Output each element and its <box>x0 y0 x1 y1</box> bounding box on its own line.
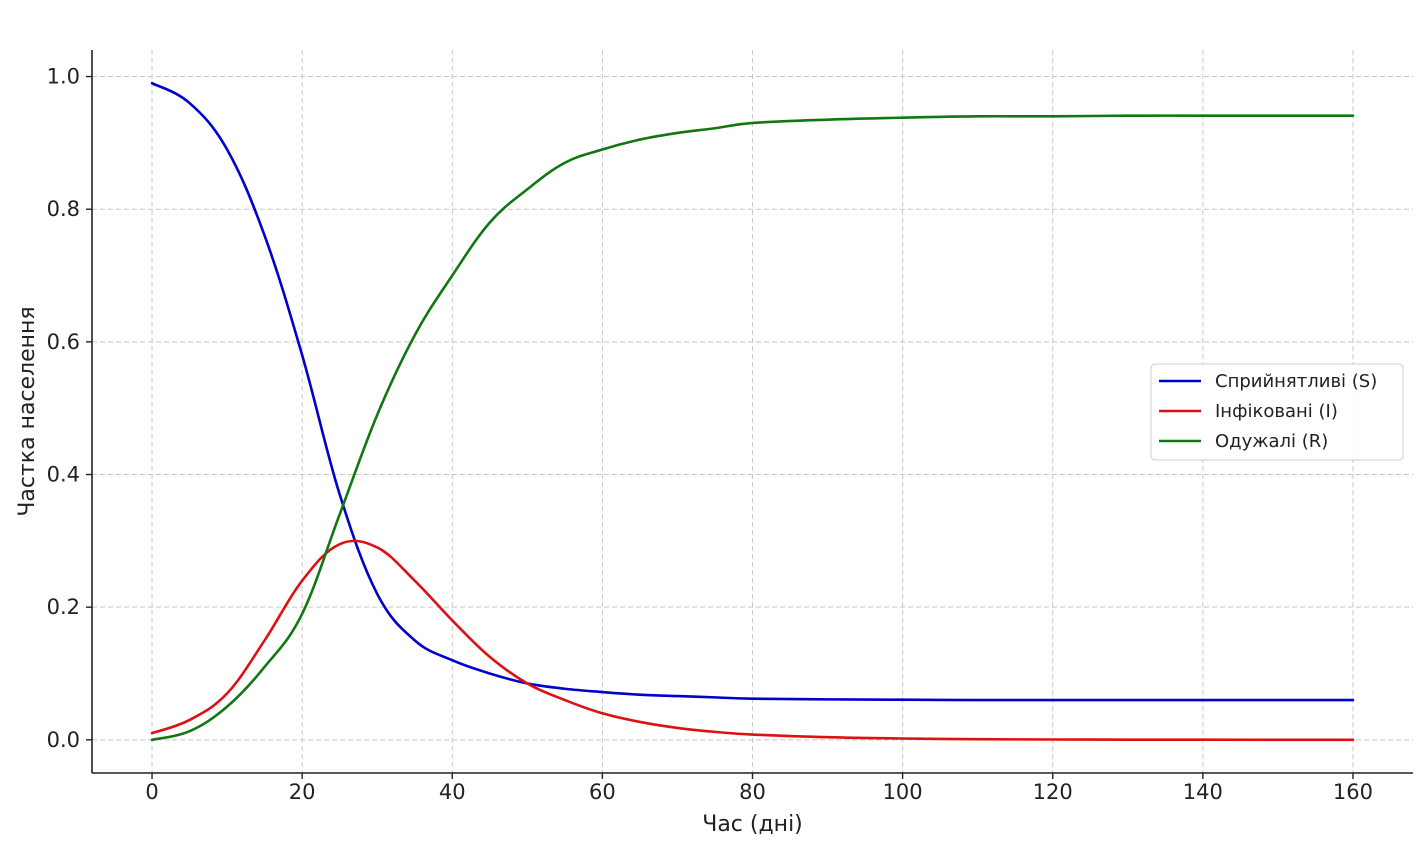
series-line-1 <box>150 539 1355 742</box>
legend-label-0: Сприйнятливі (S) <box>1215 371 1377 392</box>
series-line-2 <box>150 114 1355 742</box>
y-tick-label: 1.0 <box>47 65 80 89</box>
axes: 0 20 40 60 80 100 120 140 160 0.0 0.2 0.4 0.6 0.8 1.0 Ч… <box>15 50 1413 837</box>
y-tick-label: 0.2 <box>47 595 80 619</box>
x-tick-label: 140 <box>1183 780 1223 804</box>
x-axis-label: Час (дні) <box>702 812 803 837</box>
x-tick-label: 100 <box>883 780 923 804</box>
x-tick-label: 160 <box>1333 780 1373 804</box>
legend-label-2: Одужалі (R) <box>1215 431 1328 452</box>
x-tick-label: 60 <box>589 780 616 804</box>
y-axis-label: Частка населення <box>15 306 40 516</box>
y-tick-label: 0.8 <box>47 197 80 221</box>
x-tick-label: 120 <box>1033 780 1073 804</box>
y-tick-label: 0.0 <box>47 728 80 752</box>
legend-label-1: Інфіковані (І) <box>1215 401 1338 422</box>
y-tick-label: 0.6 <box>47 330 80 354</box>
y-tick-label: 0.4 <box>47 463 80 487</box>
series-lines <box>150 81 1355 742</box>
x-tick-label: 0 <box>145 780 158 804</box>
legend: Сприйнятливі (S) Інфіковані (І) Одужалі (R… <box>1150 363 1404 461</box>
x-tick-label: 40 <box>439 780 466 804</box>
legend-box <box>1150 363 1404 461</box>
x-tick-label: 20 <box>289 780 316 804</box>
x-tick-label: 80 <box>739 780 766 804</box>
series-line-0 <box>150 81 1355 702</box>
